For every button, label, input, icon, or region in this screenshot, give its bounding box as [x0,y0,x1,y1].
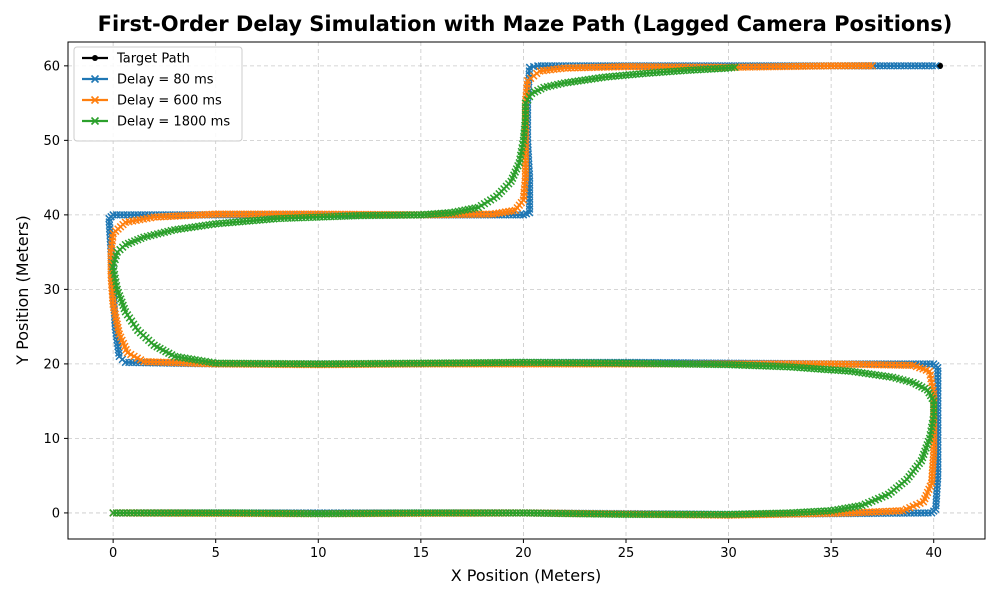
y-tick-label: 30 [43,283,60,298]
x-tick-label: 15 [413,546,430,561]
legend-marker [92,55,98,61]
plot-series [105,62,944,519]
y-tick-label: 20 [43,357,60,372]
legend-label: Delay = 600 ms [117,94,222,109]
legend-label: Delay = 1800 ms [117,115,230,130]
x-tick-label: 30 [720,546,737,561]
y-axis-label: Y Position (Meters) [13,215,32,365]
point-marker [90,74,100,84]
point-marker [929,436,938,444]
x-tick-label: 40 [925,546,942,561]
y-tick-label: 10 [43,432,60,447]
plot-frame [67,41,986,540]
x-ticks: 0 5 10 15 20 25 30 35 40 [109,539,942,561]
legend-item: Target Path [82,52,190,67]
x-axis-label: X Position (Meters) [451,566,602,585]
y-tick-label: 60 [43,59,60,74]
point-marker [931,62,940,70]
y-tick-label: 0 [52,506,60,521]
legend-item: Delay = 600 ms [82,94,222,109]
point-marker [929,449,938,458]
chart-title: First-Order Delay Simulation with Maze P… [98,12,953,36]
y-tick-label: 40 [43,208,60,223]
x-tick-label: 5 [212,546,220,561]
point-marker [90,95,100,105]
y-tick-label: 50 [43,134,60,149]
x-tick-label: 35 [823,546,840,561]
y-ticks: 0 10 20 30 40 50 60 [43,59,68,521]
legend-item: Delay = 80 ms [82,73,214,88]
x-tick-label: 20 [515,546,532,561]
point-marker [868,62,877,70]
x-tick-label: 0 [109,546,117,561]
legend-label: Target Path [116,52,190,67]
legend: Target Path Delay = 80 ms Delay = 600 ms De… [73,46,243,142]
legend-label: Delay = 80 ms [117,73,214,88]
x-tick-label: 10 [310,546,327,561]
series-3 [109,63,938,519]
legend-item: Delay = 1800 ms [82,115,230,130]
point-marker [730,63,739,72]
legend-box [73,46,243,142]
x-tick-label: 25 [618,546,635,561]
point-marker [929,446,938,454]
point-marker [90,116,100,126]
